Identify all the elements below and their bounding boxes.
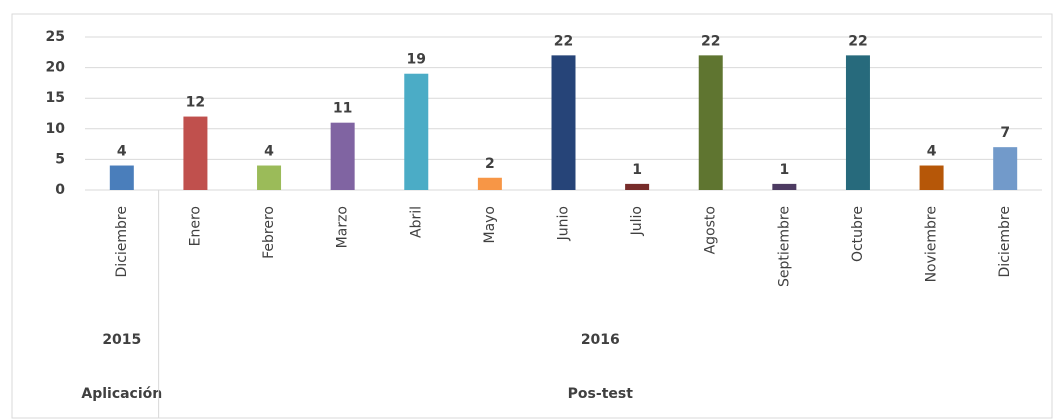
x-tick-label: Octubre [850, 206, 866, 262]
bar [845, 55, 870, 190]
value-label: 2 [485, 156, 495, 172]
value-label: 22 [554, 33, 573, 49]
y-tick-label: 25 [46, 29, 65, 45]
value-label: 19 [407, 52, 426, 68]
bar [404, 73, 429, 190]
value-label: 22 [701, 33, 720, 49]
y-tick-label: 10 [46, 121, 66, 137]
bar [993, 147, 1018, 190]
value-label: 1 [632, 162, 642, 178]
group-label: Aplicación [81, 386, 162, 402]
x-tick-label: Abril [408, 206, 424, 238]
y-tick-label: 5 [55, 151, 65, 167]
y-tick-label: 20 [46, 60, 66, 76]
x-tick-label: Febrero [261, 206, 277, 259]
y-tick-label: 15 [46, 90, 65, 106]
value-label: 4 [927, 144, 937, 160]
group-label: Pos-test [568, 386, 634, 402]
bar [109, 165, 134, 190]
chart-frame [11, 13, 1053, 419]
x-tick-label: Julio [629, 206, 645, 236]
year-label: 2016 [581, 332, 620, 348]
value-label: 7 [1000, 125, 1010, 141]
bar [477, 177, 502, 190]
year-label: 2015 [102, 332, 141, 348]
bar [257, 165, 282, 190]
x-tick-label: Agosto [703, 206, 719, 254]
bar [551, 55, 576, 190]
value-label: 12 [186, 95, 205, 111]
bar [919, 165, 944, 190]
value-label: 11 [333, 101, 352, 117]
x-tick-label: Septiembre [776, 206, 792, 287]
x-tick-label: Diciembre [997, 206, 1013, 277]
x-tick-label: Marzo [335, 206, 351, 248]
x-tick-label: Mayo [482, 206, 498, 244]
bar [183, 116, 208, 190]
value-label: 22 [848, 33, 867, 49]
x-tick-label: Enero [187, 206, 203, 246]
bar [625, 183, 650, 190]
value-label: 4 [264, 144, 274, 160]
value-label: 1 [779, 162, 789, 178]
x-tick-label: Diciembre [114, 206, 130, 277]
x-tick-label: Noviembre [924, 206, 940, 282]
bar [330, 122, 355, 190]
y-tick-label: 0 [55, 182, 65, 198]
x-tick-label: Junio [556, 206, 572, 241]
bar [772, 183, 797, 190]
value-label: 4 [117, 144, 127, 160]
bar [698, 55, 723, 190]
